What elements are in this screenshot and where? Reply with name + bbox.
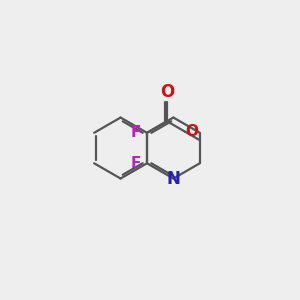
Text: F: F — [130, 125, 140, 140]
Text: O: O — [160, 83, 174, 101]
Text: N: N — [167, 169, 180, 188]
Text: O: O — [186, 124, 199, 139]
Text: F: F — [130, 156, 140, 171]
